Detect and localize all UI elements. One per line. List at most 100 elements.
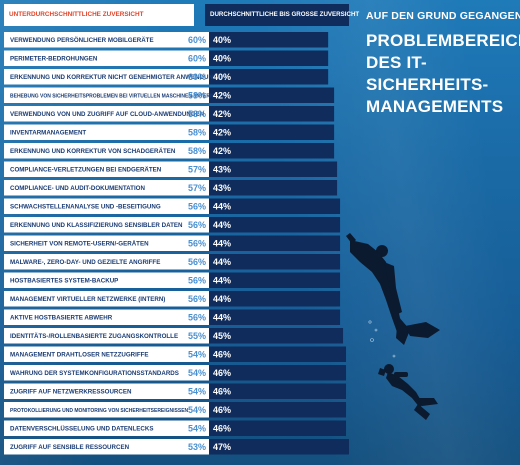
legend-average-to-high: DURCHSCHNITTLICHE BIS GROSSE ZUVERSICHT: [205, 4, 359, 26]
value-label-below-average: 54%: [188, 386, 206, 396]
category-label: ERKENNUNG UND KORREKTUR NICHT GENEHMIGTE…: [10, 74, 227, 81]
value-label-below-average: 60%: [188, 35, 206, 45]
bar-average-to-high: [209, 346, 347, 362]
value-label-average-to-high: 46%: [213, 423, 231, 433]
bar-below-average: [4, 254, 209, 270]
value-label-below-average: 60%: [188, 72, 206, 82]
chart-row: PERIMETER-BEDROHUNGEN 60% 40%: [4, 50, 329, 66]
bar-average-to-high: [209, 69, 329, 85]
bar-average-to-high: [209, 87, 335, 103]
bar-average-to-high: [209, 50, 329, 66]
bar-below-average: [4, 420, 209, 436]
category-label: SICHERHEIT VON REMOTE-USERN/-GERÄTEN: [10, 240, 149, 247]
bar-below-average: [4, 365, 209, 381]
category-label: VERWENDUNG VON UND ZUGRIFF AUF CLOUD-ANW…: [10, 111, 205, 118]
value-label-below-average: 58%: [188, 109, 206, 119]
bar-average-to-high: [209, 328, 344, 344]
bar-average-to-high: [209, 254, 341, 270]
chart-title: PROBLEMBEREICHE DES IT-SICHERHEITS-MANAG…: [366, 31, 520, 116]
chart-row: COMPLIANCE- UND AUDIT-DOKUMENTATION 57% 43…: [4, 180, 338, 196]
chart-row: VERWENDUNG PERSÖNLICHER MOBILGERÄTE 60% 40…: [4, 32, 329, 48]
value-label-average-to-high: 44%: [213, 294, 231, 304]
chart-row: HOSTBASIERTES SYSTEM-BACKUP 56% 44%: [4, 272, 341, 288]
category-label: MANAGEMENT VIRTUELLER NETZWERKE (INTERN): [10, 296, 165, 303]
value-label-average-to-high: 44%: [213, 275, 231, 285]
value-label-below-average: 54%: [188, 405, 206, 415]
chart-row: MANAGEMENT VIRTUELLER NETZWERKE (INTERN)…: [4, 291, 341, 307]
bar-below-average: [4, 328, 209, 344]
value-label-below-average: 58%: [188, 90, 206, 100]
value-label-average-to-high: 44%: [213, 257, 231, 267]
category-label: ZUGRIFF AUF SENSIBLE RESSOURCEN: [10, 444, 130, 451]
value-label-below-average: 54%: [188, 368, 206, 378]
bar-below-average: [4, 291, 209, 307]
bar-average-to-high: [209, 124, 335, 140]
value-label-below-average: 56%: [188, 201, 206, 211]
bar-below-average: [4, 439, 209, 455]
bar-average-to-high: [209, 217, 341, 233]
value-label-below-average: 56%: [188, 257, 206, 267]
value-label-average-to-high: 40%: [213, 72, 231, 82]
chart-row: AKTIVE HOSTBASIERTE ABWEHR 56% 44%: [4, 309, 341, 325]
value-label-average-to-high: 42%: [213, 127, 231, 137]
bar-below-average: [4, 143, 209, 159]
chart-row: ERKENNUNG UND KORREKTUR VON SCHADGERÄTEN…: [4, 143, 335, 159]
value-label-below-average: 56%: [188, 275, 206, 285]
chart-row: MANAGEMENT DRAHTLOSER NETZZUGRIFFE 54% 46%: [4, 346, 347, 362]
bar-average-to-high: [209, 439, 349, 455]
bar-average-to-high: [209, 309, 341, 325]
chart-row: COMPLIANCE-VERLETZUNGEN BEI ENDGERÄTEN 57…: [4, 161, 338, 177]
bar-below-average: [4, 198, 209, 214]
category-label: PERIMETER-BEDROHUNGEN: [10, 55, 98, 62]
value-label-average-to-high: 44%: [213, 220, 231, 230]
category-label: IDENTITÄTS-/ROLLENBASIERTE ZUGANGSKONTRO…: [10, 333, 178, 340]
category-label: ZUGRIFF AUF NETZWERKRESSOURCEN: [10, 388, 132, 395]
chart-kicker: AUF DEN GRUND GEGANGEN:: [366, 10, 520, 22]
category-label: PROTOKOLLIERUNG UND MONITORING VON SICHE…: [10, 408, 189, 414]
value-label-average-to-high: 46%: [213, 349, 231, 359]
chart-row: PROTOKOLLIERUNG UND MONITORING VON SICHE…: [4, 402, 347, 418]
bar-below-average: [4, 383, 209, 399]
value-label-average-to-high: 46%: [213, 405, 231, 415]
legend-below-average: UNTERDURCHSCHNITTLICHE ZUVERSICHT: [4, 4, 194, 26]
category-label: BEHEBUNG VON SICHERHEITSPROBLEMEN BEI VI…: [10, 93, 216, 99]
bar-below-average: [4, 50, 209, 66]
chart-row: VERWENDUNG VON UND ZUGRIFF AUF CLOUD-ANW…: [4, 106, 335, 122]
category-label: COMPLIANCE- UND AUDIT-DOKUMENTATION: [10, 185, 145, 192]
category-label: MALWARE-, ZERO-DAY- UND GEZIELTE ANGRIFF…: [10, 259, 160, 266]
value-label-average-to-high: 44%: [213, 238, 231, 248]
bar-below-average: [4, 32, 209, 48]
bar-average-to-high: [209, 32, 329, 48]
value-label-below-average: 57%: [188, 164, 206, 174]
value-label-below-average: 54%: [188, 349, 206, 359]
bar-average-to-high: [209, 180, 338, 196]
value-label-below-average: 58%: [188, 146, 206, 156]
category-label: ERKENNUNG UND KORREKTUR VON SCHADGERÄTEN: [10, 148, 176, 155]
value-label-below-average: 58%: [188, 127, 206, 137]
bar-below-average: [4, 180, 209, 196]
bar-average-to-high: [209, 420, 347, 436]
value-label-below-average: 54%: [188, 423, 206, 433]
chart-row: ERKENNUNG UND KORREKTUR NICHT GENEHMIGTE…: [4, 69, 329, 85]
chart-row: BEHEBUNG VON SICHERHEITSPROBLEMEN BEI VI…: [4, 87, 335, 103]
chart-row: IDENTITÄTS-/ROLLENBASIERTE ZUGANGSKONTRO…: [4, 328, 344, 344]
bar-average-to-high: [209, 198, 341, 214]
category-label: MANAGEMENT DRAHTLOSER NETZZUGRIFFE: [10, 351, 149, 358]
value-label-average-to-high: 40%: [213, 35, 231, 45]
chart-row: SICHERHEIT VON REMOTE-USERN/-GERÄTEN 56% 4…: [4, 235, 341, 251]
value-label-below-average: 56%: [188, 238, 206, 248]
category-label: AKTIVE HOSTBASIERTE ABWEHR: [10, 314, 113, 321]
bar-below-average: [4, 309, 209, 325]
bar-below-average: [4, 69, 209, 85]
bar-average-to-high: [209, 383, 347, 399]
value-label-average-to-high: 46%: [213, 368, 231, 378]
category-label: VERWENDUNG PERSÖNLICHER MOBILGERÄTE: [10, 37, 154, 44]
value-label-below-average: 60%: [188, 53, 206, 63]
bar-below-average: [4, 235, 209, 251]
bar-average-to-high: [209, 402, 347, 418]
category-label: COMPLIANCE-VERLETZUNGEN BEI ENDGERÄTEN: [10, 166, 162, 173]
value-label-average-to-high: 47%: [213, 442, 231, 452]
chart-row: INVENTARMANAGEMENT 58% 42%: [4, 124, 335, 140]
bar-below-average: [4, 161, 209, 177]
